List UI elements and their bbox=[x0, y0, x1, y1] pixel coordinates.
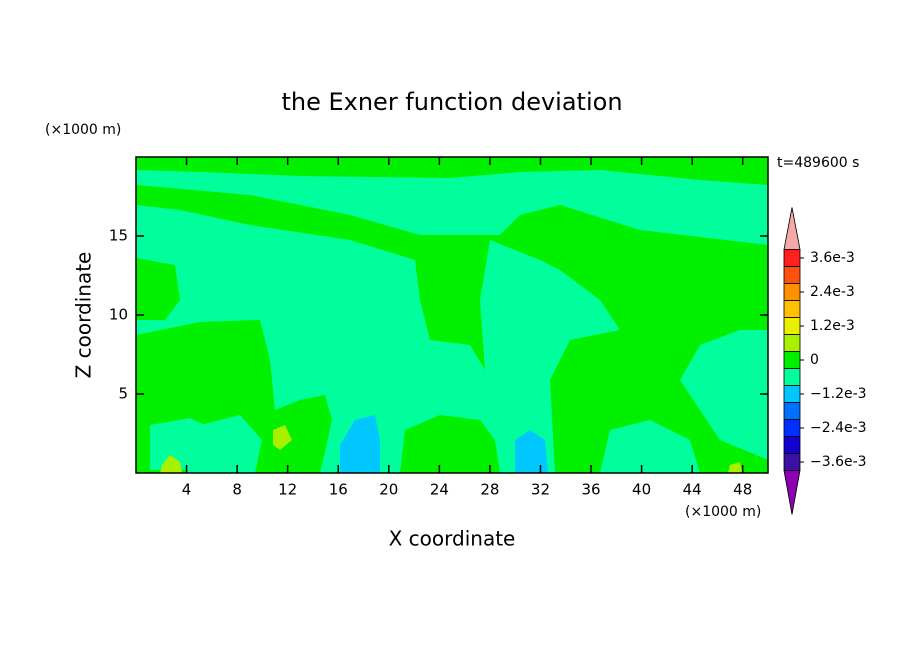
contour-region bbox=[273, 425, 292, 450]
x-tick-label: 28 bbox=[480, 481, 499, 499]
colorbar-box bbox=[783, 436, 801, 454]
colorbar-box bbox=[783, 266, 801, 284]
time-label: t=489600 s bbox=[777, 155, 859, 171]
colorbar-box bbox=[783, 300, 801, 318]
x-tick-label: 24 bbox=[430, 481, 449, 499]
y-tick-label: 10 bbox=[109, 306, 128, 324]
contour-region bbox=[728, 462, 742, 473]
contour-region bbox=[340, 415, 380, 473]
colorbar-under bbox=[783, 470, 801, 515]
colorbar-tick-label: 0 bbox=[810, 352, 819, 368]
colorbar-box bbox=[783, 249, 801, 267]
colorbar-box bbox=[783, 283, 801, 301]
y-axis-label: Z coordinate bbox=[72, 252, 96, 379]
y-tick-label: 15 bbox=[109, 227, 128, 245]
y-tick-label: 5 bbox=[118, 385, 128, 403]
x-tick-label: 16 bbox=[329, 481, 348, 499]
colorbar-box bbox=[783, 317, 801, 335]
y-unit-label: (×1000 m) bbox=[45, 122, 121, 138]
contour-region bbox=[160, 455, 182, 473]
x-tick-label: 12 bbox=[278, 481, 297, 499]
colorbar-box bbox=[783, 419, 801, 437]
colorbar-box bbox=[783, 453, 801, 471]
contour-region bbox=[400, 415, 500, 473]
contour-region bbox=[515, 430, 548, 473]
colorbar-tick-label: −1.2e-3 bbox=[810, 386, 867, 402]
colorbar-box bbox=[783, 385, 801, 403]
x-tick-label: 32 bbox=[531, 481, 550, 499]
colorbar-tick-label: 1.2e-3 bbox=[810, 318, 855, 334]
x-axis-label: X coordinate bbox=[389, 527, 516, 551]
x-unit-label: (×1000 m) bbox=[685, 504, 761, 520]
x-tick-label: 20 bbox=[379, 481, 398, 499]
contour-region bbox=[136, 258, 180, 320]
colorbar-tick-label: −3.6e-3 bbox=[810, 454, 867, 470]
colorbar-tick-label: 3.6e-3 bbox=[810, 250, 855, 266]
colorbar-over bbox=[783, 207, 801, 250]
x-tick-label: 48 bbox=[733, 481, 752, 499]
x-tick-label: 36 bbox=[581, 481, 600, 499]
chart-title: the Exner function deviation bbox=[281, 88, 622, 116]
colorbar-box bbox=[783, 334, 801, 352]
contour-region bbox=[185, 415, 262, 473]
x-tick-label: 40 bbox=[632, 481, 651, 499]
contour-region bbox=[600, 420, 700, 473]
contour-region bbox=[136, 185, 768, 473]
x-tick-label: 44 bbox=[683, 481, 702, 499]
colorbar-tick-label: 2.4e-3 bbox=[810, 284, 855, 300]
colorbar-box bbox=[783, 368, 801, 386]
x-tick-label: 4 bbox=[182, 481, 192, 499]
colorbar-tick-label: −2.4e-3 bbox=[810, 420, 867, 436]
colorbar-box bbox=[783, 402, 801, 420]
colorbar-box bbox=[783, 351, 801, 369]
x-tick-label: 8 bbox=[232, 481, 242, 499]
contour-region bbox=[136, 157, 768, 185]
